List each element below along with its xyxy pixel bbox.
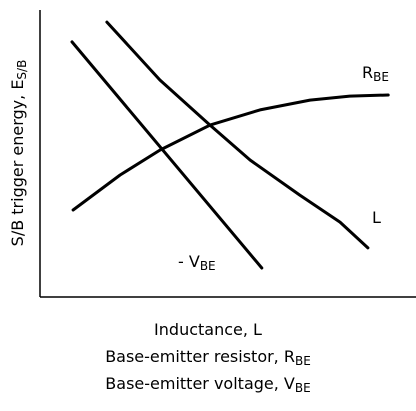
series-label: - VBE [178,252,216,273]
y-axis-label: S/B trigger energy, ES/B [8,60,29,247]
x-axis-label-sub: BE [295,381,311,395]
series-label-sub: BE [200,259,216,273]
series-label-text: L [372,208,381,227]
x-axis-label-text: Inductance, L [154,320,262,339]
series-label-sub: BE [373,70,389,84]
x-axis-label-text: Base-emitter voltage, V [105,374,295,393]
series-label-text: - V [178,252,200,271]
series-label-text: R [362,63,373,82]
series-label: RBE [362,63,389,84]
series-line [105,20,370,250]
x-axis-label-sub: BE [295,354,311,368]
series-label: L [372,208,381,227]
x-axis-label: Base-emitter resistor, RBE [105,347,311,368]
x-axis-label: Base-emitter voltage, VBE [105,374,310,395]
y-axis-label-sub: S/B [15,60,29,80]
y-axis-label-text: S/B trigger energy, E [8,80,27,247]
x-axis-label: Inductance, L [154,320,262,339]
series-line [71,93,390,212]
x-axis-label-text: Base-emitter resistor, R [105,347,295,366]
series-line [70,40,264,270]
